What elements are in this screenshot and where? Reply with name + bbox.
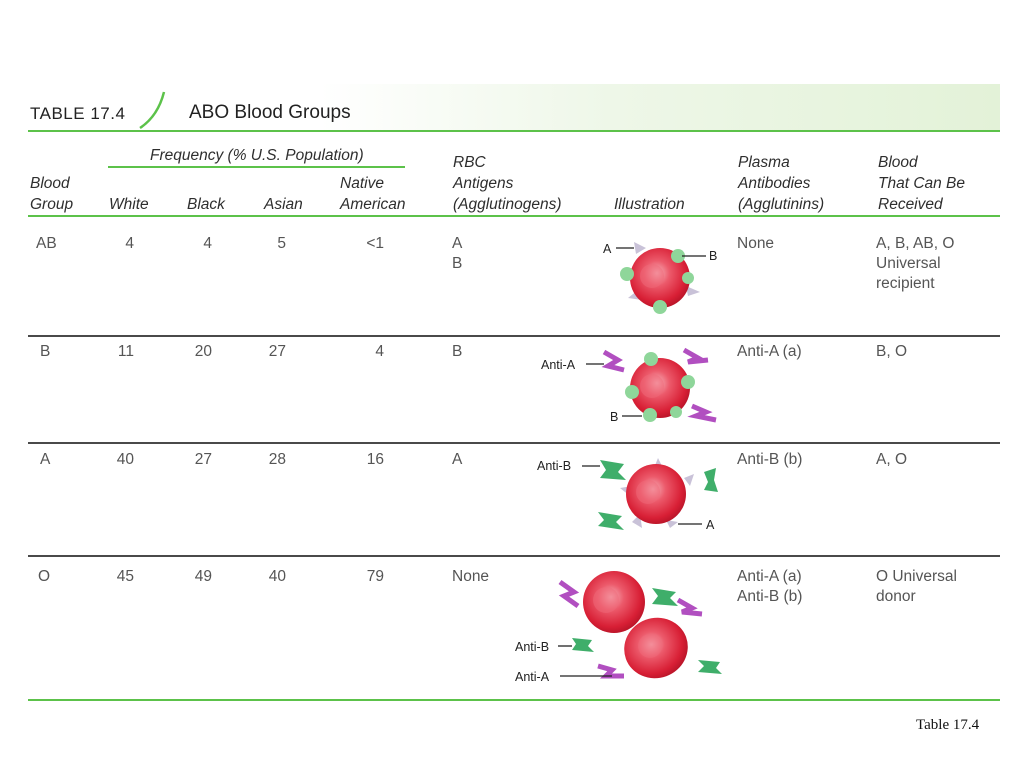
header-rbc-antigens: RBC Antigens (Agglutinogens) (453, 154, 562, 213)
anti-a-antibody-icon (682, 347, 709, 365)
cell-native-american: <1 (366, 235, 384, 252)
antigen-b-icon (653, 300, 667, 314)
cell-antigens: A B (452, 235, 463, 272)
antigen-a-icon (684, 474, 694, 486)
antigen-b-icon (643, 408, 657, 422)
header-white: White (109, 196, 149, 213)
cell-white: 11 (117, 343, 134, 360)
cell-group: B (40, 343, 51, 360)
title-band (28, 84, 1000, 132)
anti-b-antibody-icon (704, 468, 718, 492)
row-divider (28, 335, 1000, 337)
cell-antibodies: Anti-A (a) Anti-B (b) (737, 568, 803, 605)
illustration-label: B (610, 410, 618, 424)
anti-a-antibody-icon (601, 349, 625, 373)
illustration-label: Anti-A (541, 358, 576, 372)
illustration-label: A (706, 518, 715, 532)
table-label: TABLE 17.4 (30, 104, 126, 123)
antigen-b-icon (670, 406, 682, 418)
antigen-a-icon (686, 286, 700, 296)
cell-native-american: 4 (375, 343, 384, 360)
cell-received: A, B, AB, O Universal recipient (876, 235, 955, 292)
cell-received: O Universal donor (876, 568, 957, 605)
cell-black: 49 (194, 568, 212, 585)
cell-antibodies: Anti-B (b) (737, 451, 803, 468)
bottom-rule (28, 699, 1000, 701)
header-blood-group: Blood Group (30, 175, 74, 213)
anti-b-antibody-icon (572, 638, 594, 652)
cell-native-american: 16 (366, 451, 384, 468)
rbc-ab-illustration: A B (603, 242, 717, 314)
table-title: ABO Blood Groups (189, 102, 351, 123)
antigen-b-icon (682, 272, 694, 284)
illustration-label: Anti-A (515, 670, 550, 684)
row-divider (28, 555, 1000, 557)
cell-white: 40 (116, 451, 134, 468)
cell-black: 20 (194, 343, 212, 360)
illustration-label: B (709, 249, 717, 263)
cell-black: 27 (194, 451, 212, 468)
cell-native-american: 79 (366, 568, 384, 585)
cell-group: AB (36, 235, 57, 252)
cell-received: A, O (876, 451, 908, 468)
header-illustration: Illustration (614, 196, 685, 213)
header-native-american: Native American (340, 175, 406, 213)
antigen-b-icon (681, 375, 695, 389)
illustration-label: A (603, 242, 612, 256)
cell-received: B, O (876, 343, 908, 360)
cell-antibodies: None (737, 235, 775, 252)
header-rule (28, 215, 1000, 217)
antigen-b-icon (620, 267, 634, 281)
cell-white: 45 (116, 568, 134, 585)
antigen-b-icon (644, 352, 658, 366)
antigen-a-icon (634, 242, 646, 254)
illustration-label: Anti-B (537, 459, 571, 473)
cell-antigens: B (452, 343, 463, 360)
antigen-b-icon (671, 249, 685, 263)
anti-b-antibody-icon (698, 660, 722, 674)
row-divider (28, 442, 1000, 444)
anti-a-antibody-icon (676, 597, 703, 617)
cell-antibodies: Anti-A (a) (737, 343, 802, 360)
antigen-a-icon (666, 520, 678, 528)
header-plasma-antibodies: Plasma Antibodies (Agglutinins) (738, 154, 825, 213)
cell-group: O (38, 568, 51, 585)
antigen-b-icon (625, 385, 639, 399)
cell-asian: 27 (268, 343, 286, 360)
cell-white: 4 (125, 235, 134, 252)
rbc-b-illustration: Anti-A B (541, 347, 717, 424)
cell-antigens: None (452, 568, 490, 585)
header-blood-received: Blood That Can Be Received (878, 154, 966, 213)
anti-a-antibody-icon (687, 403, 717, 423)
anti-b-antibody-icon (598, 512, 624, 530)
cell-antigens: A (452, 451, 463, 468)
frequency-header: Frequency (% U.S. Population) (150, 147, 364, 164)
anti-a-antibody-icon (558, 579, 580, 609)
illustration-label: Anti-B (515, 640, 549, 654)
frequency-rule (108, 166, 405, 168)
rbc-a-illustration: Anti-B A (537, 458, 718, 532)
rbc-o-illustration: Anti-B Anti-A (515, 571, 722, 684)
header-asian: Asian (264, 196, 303, 213)
cell-asian: 5 (277, 235, 286, 252)
cell-asian: 28 (268, 451, 286, 468)
title-swoosh-icon (139, 91, 166, 130)
cell-asian: 40 (268, 568, 286, 585)
title-rule (28, 130, 1000, 132)
cell-black: 4 (203, 235, 212, 252)
anti-b-antibody-icon (600, 460, 626, 480)
footer-caption: Table 17.4 (916, 717, 980, 733)
anti-b-antibody-icon (652, 588, 678, 606)
cell-group: A (40, 451, 51, 468)
anti-a-antibody-icon (597, 663, 624, 679)
header-black: Black (187, 196, 225, 213)
